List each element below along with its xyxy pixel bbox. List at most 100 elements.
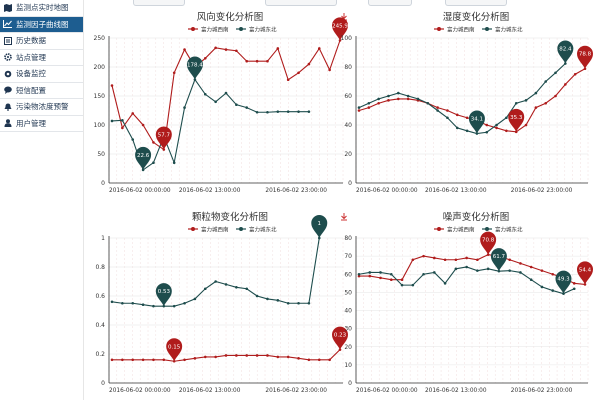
history-icon: [3, 36, 12, 45]
download-icon[interactable]: [341, 213, 347, 221]
chart-title: 风向变化分析图: [197, 11, 264, 23]
value-marker: 35.3: [508, 108, 525, 132]
nav-item-alert[interactable]: 污染物浓度预警: [0, 99, 83, 116]
map-icon: [3, 3, 12, 12]
svg-text:80: 80: [344, 64, 352, 71]
svg-text:100: 100: [341, 35, 353, 42]
nav-label: 污染物浓度预警: [16, 102, 69, 112]
nav-item-history[interactable]: 历史数据: [0, 33, 83, 50]
nav-item-user[interactable]: 用户管理: [0, 115, 83, 132]
svg-text:20: 20: [344, 151, 352, 158]
svg-text:0.2: 0.2: [95, 351, 105, 358]
nav-item-device[interactable]: 设备监控: [0, 66, 83, 83]
chart-noise: 噪声变化分析图 富力城西南 富力城东北 0 10 20 30 40 50 60 70 80 2016-0…: [330, 200, 600, 400]
value-marker: 1: [311, 215, 328, 238]
chart-particulate: 颗粒物变化分析图 富力城西南 富力城东北 0 0.2 0.4 0.6 0.8 1 2016-06-…: [83, 200, 355, 400]
nav-label: 站点管理: [16, 52, 46, 62]
svg-text:40: 40: [344, 308, 352, 315]
svg-text:50: 50: [344, 289, 352, 296]
chart-humidity: 湿度变化分析图 富力城西南 富力城东北 0 20 40 60 80 100 2016-06-02 …: [330, 0, 600, 200]
svg-text:78.8: 78.8: [579, 52, 592, 58]
nav-label: 历史数据: [16, 36, 46, 46]
svg-text:0.53: 0.53: [158, 289, 171, 295]
svg-text:0.15: 0.15: [168, 344, 181, 350]
svg-text:100: 100: [94, 122, 106, 129]
svg-text:50: 50: [97, 151, 105, 158]
svg-text:82.4: 82.4: [559, 47, 572, 53]
svg-text:1: 1: [101, 235, 105, 242]
svg-text:富力城西南: 富力城西南: [201, 226, 229, 234]
svg-text:2016-06-02 00:00:00: 2016-06-02 00:00:00: [109, 188, 171, 194]
svg-text:61.7: 61.7: [493, 254, 506, 260]
svg-text:富力城西南: 富力城西南: [447, 26, 475, 34]
svg-text:200: 200: [94, 64, 106, 71]
top-tab-1[interactable]: [133, 0, 185, 6]
svg-text:70: 70: [344, 253, 352, 260]
top-tab-3[interactable]: [368, 0, 412, 6]
svg-text:0: 0: [101, 180, 105, 187]
svg-text:1: 1: [318, 221, 322, 227]
chart-legend: 富力城西南 富力城东北: [188, 26, 277, 34]
value-marker: 34.1: [468, 110, 485, 134]
value-marker: 178.4: [186, 56, 203, 80]
svg-text:70.8: 70.8: [482, 238, 495, 244]
bell-icon: [3, 102, 12, 111]
series-line: [111, 78, 309, 171]
value-marker: 61.7: [490, 248, 507, 272]
svg-text:60: 60: [344, 93, 352, 100]
nav-item-curve[interactable]: 监测因子曲线图: [0, 16, 83, 33]
svg-text:2016-06-02 00:00:00: 2016-06-02 00:00:00: [356, 388, 418, 394]
nav-label: 短信配置: [16, 85, 46, 95]
nav-item-map[interactable]: 监测点实时地图: [0, 0, 83, 17]
svg-text:2016-06-02 13:00:00: 2016-06-02 13:00:00: [179, 388, 241, 394]
svg-text:2016-06-02 23:00:00: 2016-06-02 23:00:00: [265, 388, 327, 394]
value-marker: 0.23: [332, 326, 348, 350]
sidebar: 监测点实时地图 监测因子曲线图 历史数据 站点管理 设备监控 短信配置 污染物浓…: [0, 0, 84, 400]
nav-item-sms[interactable]: 短信配置: [0, 82, 83, 99]
user-icon: [3, 119, 12, 128]
chart-title: 噪声变化分析图: [443, 211, 510, 223]
svg-text:富力城东北: 富力城东北: [495, 226, 523, 234]
svg-text:0.4: 0.4: [95, 322, 105, 329]
chat-icon: [3, 86, 12, 95]
svg-text:富力城东北: 富力城东北: [495, 26, 523, 34]
svg-text:54.4: 54.4: [579, 267, 592, 273]
value-marker: 57.7: [155, 126, 172, 150]
line-chart-icon: [3, 20, 12, 29]
top-tab-4[interactable]: [445, 0, 507, 6]
svg-text:245.9: 245.9: [332, 23, 348, 29]
chart-legend: 富力城西南 富力城东北: [434, 226, 523, 234]
svg-text:0: 0: [101, 380, 105, 387]
svg-text:60: 60: [344, 271, 352, 278]
svg-text:35.3: 35.3: [510, 115, 523, 121]
value-marker: 82.4: [557, 40, 574, 64]
svg-text:富力城西南: 富力城西南: [201, 26, 229, 34]
svg-text:0.6: 0.6: [95, 293, 105, 300]
svg-text:49.3: 49.3: [557, 277, 570, 283]
svg-text:2016-06-02 23:00:00: 2016-06-02 23:00:00: [265, 188, 327, 194]
nav-item-station[interactable]: 站点管理: [0, 49, 83, 66]
svg-text:富力城西南: 富力城西南: [447, 226, 475, 234]
series-line: [358, 63, 566, 135]
value-marker: 78.8: [577, 45, 593, 69]
svg-text:2016-06-02 00:00:00: 2016-06-02 00:00:00: [356, 188, 418, 194]
nav-label: 用户管理: [16, 118, 46, 128]
svg-text:57.7: 57.7: [158, 133, 171, 139]
nav-label: 设备监控: [16, 69, 46, 79]
svg-text:40: 40: [344, 122, 352, 129]
value-marker: 245.9: [332, 17, 348, 41]
svg-text:2016-06-02 23:00:00: 2016-06-02 23:00:00: [511, 188, 573, 194]
svg-text:80: 80: [344, 235, 352, 242]
svg-text:150: 150: [94, 93, 106, 100]
value-marker: 0.53: [155, 283, 172, 307]
svg-text:0: 0: [348, 380, 352, 387]
svg-text:0.8: 0.8: [95, 264, 105, 271]
svg-text:2016-06-02 13:00:00: 2016-06-02 13:00:00: [425, 388, 487, 394]
chart-legend: 富力城西南 富力城东北: [434, 26, 523, 34]
top-tab-2[interactable]: [265, 0, 337, 6]
gear-icon: [3, 53, 12, 62]
value-marker: 49.3: [555, 270, 572, 294]
